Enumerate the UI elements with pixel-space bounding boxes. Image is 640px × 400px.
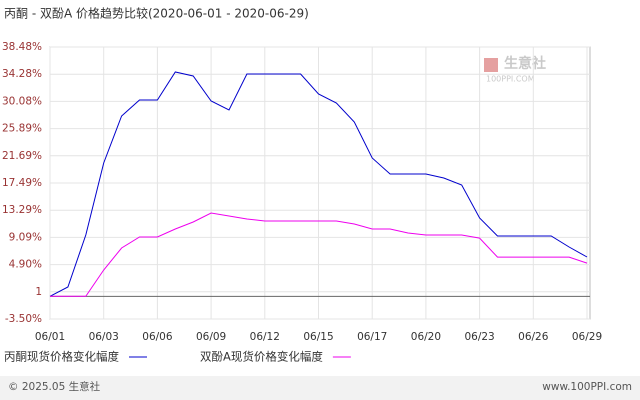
y-tick-label: 9.09% bbox=[9, 231, 42, 243]
x-tick-label: 06/01 bbox=[35, 331, 65, 343]
y-tick-label: 13.29% bbox=[2, 204, 42, 216]
y-tick-label: 1 bbox=[35, 286, 42, 298]
watermark-brand: 生意社 bbox=[504, 55, 546, 72]
x-tick-label: 06/12 bbox=[250, 331, 280, 343]
footer-left: © 2025.05 生意社 bbox=[8, 380, 101, 393]
legend-label: 双酚A现货价格变化幅度 bbox=[200, 350, 323, 364]
y-tick-label: 4.90% bbox=[9, 259, 42, 271]
x-tick-label: 06/06 bbox=[142, 331, 173, 343]
series-line bbox=[49, 71, 588, 297]
series-line bbox=[50, 212, 588, 297]
y-tick-label: 30.08% bbox=[2, 95, 42, 107]
x-tick-label: 06/26 bbox=[518, 331, 549, 343]
y-tick-label: 21.69% bbox=[2, 150, 42, 162]
x-tick-label: 06/03 bbox=[89, 331, 119, 343]
x-tick-label: 06/17 bbox=[357, 331, 387, 343]
logo-icon bbox=[484, 58, 498, 72]
y-tick-label: 38.48% bbox=[2, 41, 42, 53]
y-tick-label: -3.50% bbox=[5, 313, 42, 325]
footer-bar bbox=[0, 376, 640, 400]
y-tick-label: 34.28% bbox=[2, 68, 42, 80]
x-tick-label: 06/15 bbox=[303, 331, 333, 343]
x-tick-label: 06/23 bbox=[464, 331, 494, 343]
watermark-site: 100PPI.COM bbox=[486, 75, 535, 84]
y-tick-label: 25.89% bbox=[2, 123, 42, 135]
x-tick-label: 06/29 bbox=[572, 331, 602, 343]
x-tick-label: 06/20 bbox=[411, 331, 441, 343]
chart-title: 丙酮 - 双酚A 价格趋势比较(2020-06-01 - 2020-06-29) bbox=[4, 6, 309, 21]
watermark: 生意社 100PPI.COM bbox=[484, 55, 546, 84]
y-tick-label: 17.49% bbox=[2, 177, 42, 189]
legend-label: 丙酮现货价格变化幅度 bbox=[4, 350, 119, 364]
x-tick-label: 06/09 bbox=[196, 331, 226, 343]
footer-right: www.100PPI.com bbox=[542, 381, 632, 393]
